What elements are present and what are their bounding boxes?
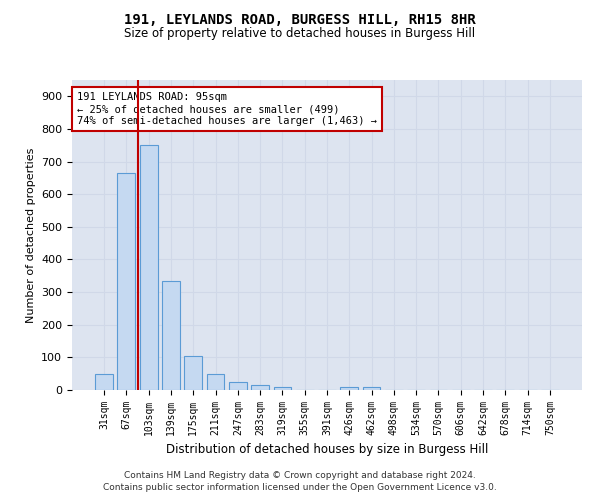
Bar <box>184 356 202 390</box>
Y-axis label: Number of detached properties: Number of detached properties <box>26 148 35 322</box>
Text: Size of property relative to detached houses in Burgess Hill: Size of property relative to detached ho… <box>124 28 476 40</box>
Bar <box>229 382 247 390</box>
Text: 191, LEYLANDS ROAD, BURGESS HILL, RH15 8HR: 191, LEYLANDS ROAD, BURGESS HILL, RH15 8… <box>124 12 476 26</box>
Text: Contains HM Land Registry data © Crown copyright and database right 2024.
Contai: Contains HM Land Registry data © Crown c… <box>103 471 497 492</box>
Bar <box>206 374 224 390</box>
Bar <box>140 146 158 390</box>
Bar <box>274 386 292 390</box>
Bar <box>362 386 380 390</box>
X-axis label: Distribution of detached houses by size in Burgess Hill: Distribution of detached houses by size … <box>166 444 488 456</box>
Bar <box>118 173 136 390</box>
Text: 191 LEYLANDS ROAD: 95sqm
← 25% of detached houses are smaller (499)
74% of semi-: 191 LEYLANDS ROAD: 95sqm ← 25% of detach… <box>77 92 377 126</box>
Bar <box>340 386 358 390</box>
Bar <box>251 385 269 390</box>
Bar <box>95 374 113 390</box>
Bar <box>162 280 180 390</box>
